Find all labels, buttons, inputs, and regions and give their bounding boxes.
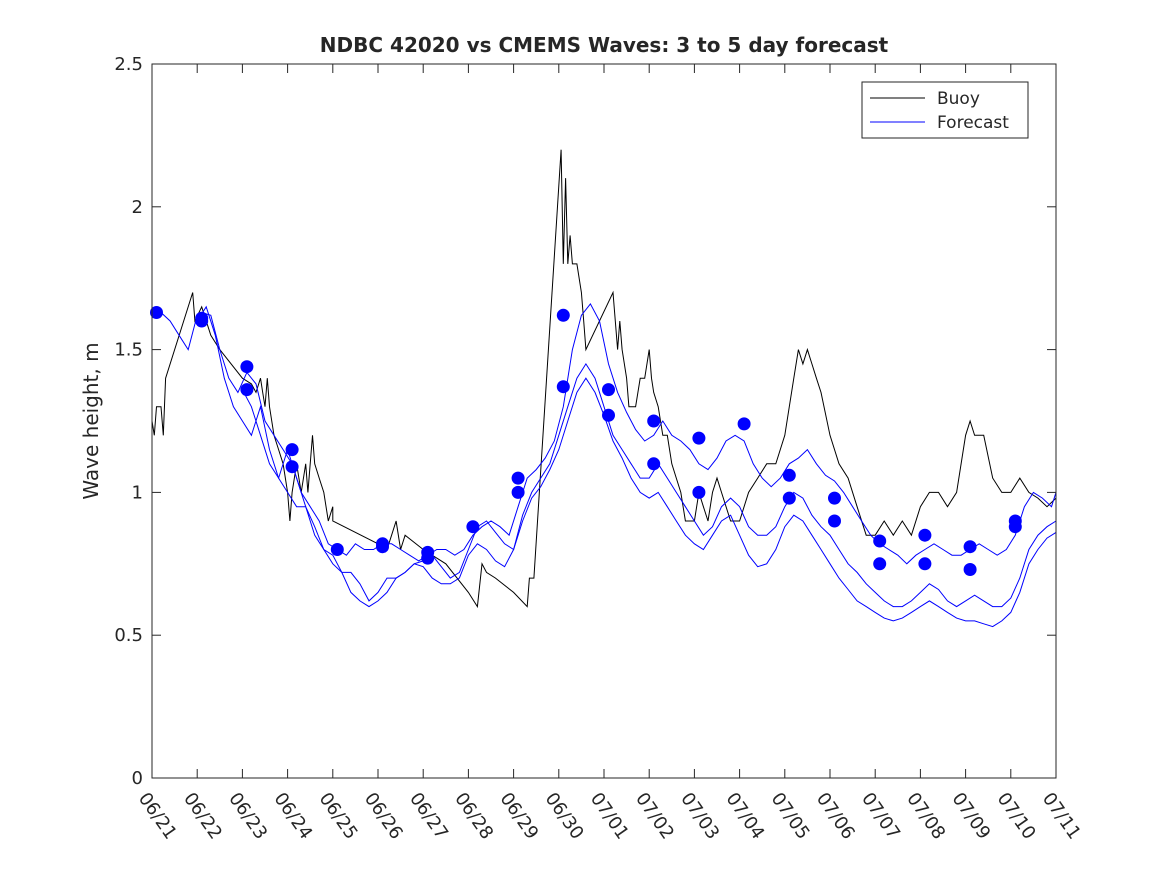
forecast-marker bbox=[421, 551, 435, 565]
forecast-marker bbox=[918, 528, 932, 542]
forecast-marker bbox=[556, 380, 570, 394]
forecast-marker bbox=[647, 457, 661, 471]
forecast-marker bbox=[602, 408, 615, 422]
forecast-marker bbox=[511, 471, 525, 485]
forecast-marker bbox=[692, 485, 706, 499]
y-tick-label: 2.5 bbox=[114, 54, 143, 75]
forecast-marker bbox=[782, 491, 796, 505]
forecast-marker bbox=[511, 485, 525, 499]
forecast-marker bbox=[828, 514, 841, 528]
forecast-marker bbox=[195, 314, 209, 328]
y-tick-label: 1 bbox=[132, 482, 143, 503]
forecast-marker bbox=[692, 431, 706, 445]
series-line-0 bbox=[151, 149, 1057, 609]
y-axis: 0 0.5 1 1.5 2 2.5 bbox=[114, 54, 1056, 789]
y-tick-label: 1.5 bbox=[114, 340, 143, 361]
forecast-marker bbox=[330, 543, 344, 556]
series-line-2 bbox=[196, 305, 1057, 608]
forecast-marker bbox=[376, 540, 389, 554]
forecast-marker bbox=[737, 417, 751, 431]
forecast-marker bbox=[285, 443, 299, 457]
chart-title: NDBC 42020 vs CMEMS Waves: 3 to 5 day fo… bbox=[320, 33, 889, 57]
forecast-marker bbox=[828, 491, 841, 505]
series-layer bbox=[151, 149, 1057, 628]
series-line-3 bbox=[241, 377, 1057, 628]
y-tick-label: 0.5 bbox=[114, 625, 143, 646]
forecast-marker bbox=[873, 557, 887, 571]
forecast-marker bbox=[240, 383, 254, 397]
forecast-marker bbox=[963, 540, 977, 554]
forecast-marker bbox=[285, 460, 299, 474]
legend-label-forecast: Forecast bbox=[937, 113, 1009, 133]
forecast-marker bbox=[963, 563, 977, 576]
forecast-marker bbox=[918, 557, 932, 571]
y-tick-label: 0 bbox=[132, 768, 143, 789]
forecast-marker bbox=[873, 534, 887, 548]
forecast-marker bbox=[1008, 520, 1022, 534]
legend: Buoy Forecast bbox=[861, 81, 1029, 139]
forecast-marker bbox=[647, 414, 661, 428]
forecast-marker bbox=[782, 468, 796, 482]
forecast-marker bbox=[556, 308, 570, 322]
y-tick-label: 2 bbox=[132, 197, 143, 218]
marker-layer bbox=[150, 306, 1022, 576]
legend-label-buoy: Buoy bbox=[937, 89, 980, 109]
y-axis-label: Wave height, m bbox=[79, 342, 103, 499]
forecast-marker bbox=[602, 383, 615, 397]
legend-box bbox=[861, 81, 1029, 139]
forecast-marker bbox=[150, 306, 163, 319]
forecast-marker bbox=[240, 360, 254, 374]
forecast-marker bbox=[466, 520, 480, 534]
